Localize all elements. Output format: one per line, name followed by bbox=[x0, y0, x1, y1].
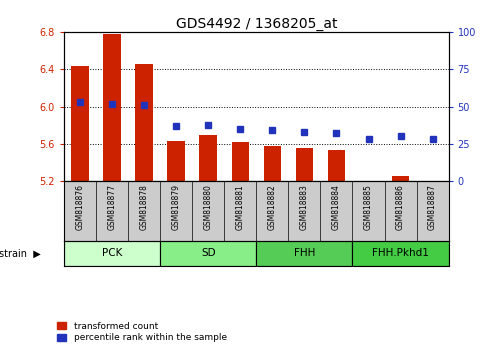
Bar bbox=[232, 142, 249, 181]
Text: GSM818887: GSM818887 bbox=[428, 184, 437, 230]
Bar bbox=[104, 34, 121, 181]
Bar bbox=[352, 241, 449, 266]
Bar bbox=[328, 150, 345, 181]
Bar bbox=[168, 141, 185, 181]
Bar bbox=[296, 148, 313, 181]
Legend: transformed count, percentile rank within the sample: transformed count, percentile rank withi… bbox=[54, 318, 230, 346]
Text: SD: SD bbox=[201, 248, 215, 258]
Bar bbox=[160, 241, 256, 266]
Text: GSM818876: GSM818876 bbox=[75, 184, 85, 230]
Text: FHH.Pkhd1: FHH.Pkhd1 bbox=[372, 248, 429, 258]
Text: GSM818878: GSM818878 bbox=[140, 184, 149, 230]
Text: strain  ▶: strain ▶ bbox=[0, 248, 41, 258]
Text: GSM818879: GSM818879 bbox=[172, 184, 181, 230]
Text: GSM818884: GSM818884 bbox=[332, 184, 341, 230]
Title: GDS4492 / 1368205_at: GDS4492 / 1368205_at bbox=[176, 17, 337, 31]
Text: GSM818880: GSM818880 bbox=[204, 184, 213, 230]
Text: GSM818883: GSM818883 bbox=[300, 184, 309, 230]
Text: GSM818886: GSM818886 bbox=[396, 184, 405, 230]
Text: GSM818885: GSM818885 bbox=[364, 184, 373, 230]
Text: FHH: FHH bbox=[294, 248, 315, 258]
Text: GSM818877: GSM818877 bbox=[107, 184, 117, 230]
Bar bbox=[200, 135, 217, 181]
Text: GSM818881: GSM818881 bbox=[236, 184, 245, 230]
Text: GSM818882: GSM818882 bbox=[268, 184, 277, 230]
Bar bbox=[264, 146, 281, 181]
Bar bbox=[256, 241, 352, 266]
Bar bbox=[71, 67, 89, 181]
Bar bbox=[64, 241, 160, 266]
Text: PCK: PCK bbox=[102, 248, 122, 258]
Bar bbox=[392, 176, 409, 181]
Bar bbox=[136, 64, 153, 181]
